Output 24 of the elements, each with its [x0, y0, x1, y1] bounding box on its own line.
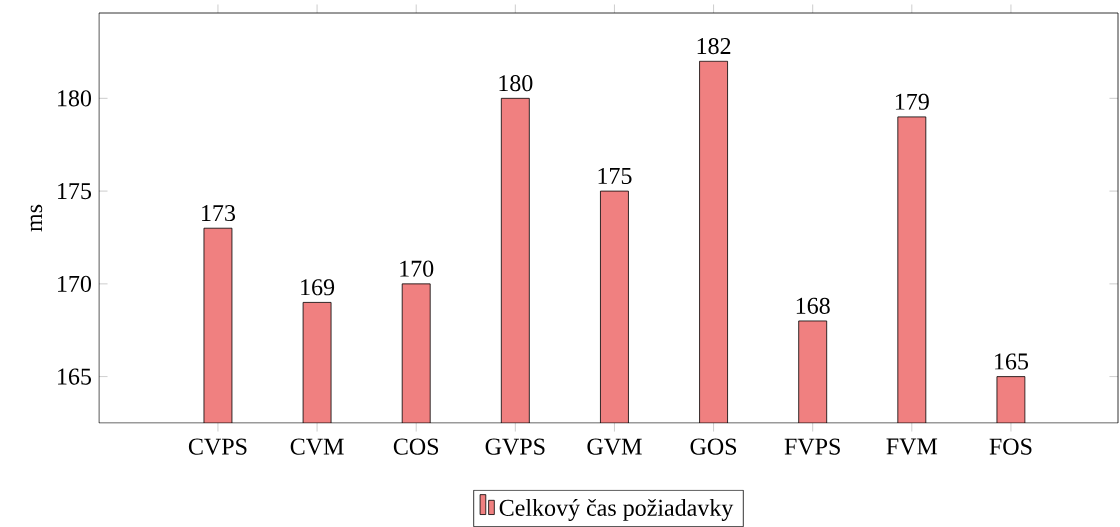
x-tick-label: FVPS [784, 438, 840, 455]
data-label: 173 [202, 205, 236, 222]
x-tick-label: GVM [587, 438, 642, 455]
x-tick-label: COS [393, 438, 439, 455]
data-label: 182 [697, 37, 731, 55]
legend-label: Celkový čas požiadavky [499, 499, 734, 521]
data-label: 179 [895, 93, 929, 110]
y-tick-label: 175 [58, 183, 92, 200]
data-label: 175 [598, 167, 632, 185]
data-label: 169 [301, 279, 335, 296]
data-label: 180 [499, 75, 533, 92]
data-label: 170 [400, 260, 434, 277]
x-tick-label: FOS [989, 438, 1032, 455]
y-tick-label: 165 [58, 368, 92, 385]
y-tick-label: 180 [58, 90, 92, 107]
y-tick-label: 170 [58, 275, 92, 292]
y-axis-title: ms [30, 204, 43, 232]
data-label: 168 [796, 297, 830, 314]
x-tick-label: GVPS [485, 438, 545, 455]
x-tick-label: GOS [690, 438, 737, 455]
x-tick-label: FVM [886, 438, 938, 455]
x-tick-label: CVPS [188, 438, 247, 455]
data-label: 165 [995, 353, 1029, 370]
x-tick-label: CVM [290, 438, 344, 455]
